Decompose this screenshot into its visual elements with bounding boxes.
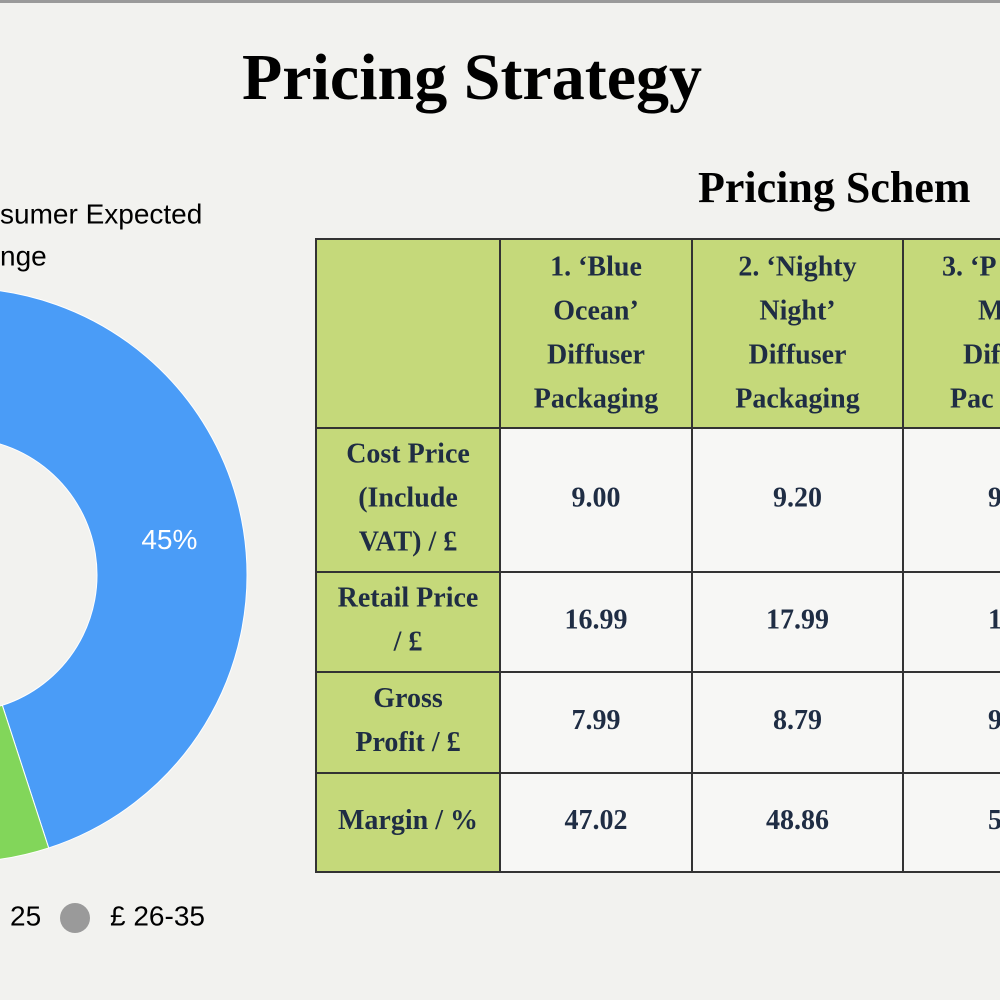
data-text: 7.99: [572, 705, 621, 736]
slide-title: Pricing Strategy: [242, 41, 702, 114]
header-text: Night’: [759, 295, 835, 326]
row-label: Gross: [373, 683, 443, 714]
header-cell: [902, 238, 1000, 429]
data-text: 5: [988, 805, 1000, 836]
pricing-table: 1. ‘Blue Ocean’ Diffuser Packaging 2. ‘Night…: [315, 238, 1000, 873]
row-label-cell: [315, 427, 501, 573]
header-text: Diffuser: [547, 339, 645, 370]
top-border: [0, 0, 1000, 3]
row-label: Cost Price: [346, 438, 470, 469]
row-label-cell: [315, 671, 501, 774]
data-text: 9.20: [773, 482, 822, 513]
data-cell: [902, 427, 1000, 573]
data-cell: [691, 571, 904, 673]
data-cell: [691, 427, 904, 573]
row-label: Retail Price: [338, 582, 479, 613]
data-cell: [499, 427, 693, 573]
header-text: M: [978, 295, 1000, 326]
row-label: / £: [393, 626, 423, 657]
data-text: 9.00: [572, 482, 621, 513]
chart-title: sumer Expected: [0, 198, 202, 229]
header-text: Pac: [950, 383, 994, 414]
header-text: 3. ‘P: [942, 251, 996, 282]
header-text: Ocean’: [553, 295, 639, 326]
header-text: Diffuser: [749, 339, 847, 370]
data-label: 45%: [141, 524, 197, 555]
table-title: Pricing Schem: [698, 163, 971, 212]
row-label: Profit / £: [355, 727, 460, 758]
donut-segment: [0, 704, 50, 860]
data-cell: [691, 772, 904, 873]
header-text: Packaging: [735, 383, 859, 414]
data-text: 48.86: [766, 805, 829, 836]
data-text: 47.02: [565, 805, 628, 836]
data-text: 17.99: [766, 604, 829, 635]
data-cell: [902, 772, 1000, 873]
legend-label: £ 26-35: [110, 900, 205, 931]
donut-chart: 45% 25 £ 26-35: [0, 290, 248, 933]
legend-swatch: [60, 903, 90, 933]
donut-segment: [0, 290, 248, 849]
data-text: 8.79: [773, 705, 822, 736]
row-label: (Include: [358, 482, 458, 513]
chart-title: nge: [0, 240, 47, 271]
data-cell: [499, 772, 693, 873]
data-text: 1: [988, 604, 1000, 635]
data-cell: [902, 671, 1000, 774]
row-label: VAT) / £: [359, 526, 458, 557]
data-text: 9: [988, 482, 1000, 513]
row-label-cell: [315, 772, 501, 873]
data-text: 9: [988, 705, 1000, 736]
header-cell: [315, 238, 501, 429]
header-text: 1. ‘Blue: [550, 251, 642, 282]
header-text: Packaging: [534, 383, 658, 414]
data-cell: [691, 671, 904, 774]
row-label: Margin / %: [338, 805, 478, 836]
legend-label: 25: [10, 900, 41, 931]
data-text: 16.99: [565, 604, 628, 635]
data-cell: [902, 571, 1000, 673]
header-text: Dif: [963, 339, 1000, 370]
header-text: 2. ‘Nighty: [738, 251, 856, 282]
